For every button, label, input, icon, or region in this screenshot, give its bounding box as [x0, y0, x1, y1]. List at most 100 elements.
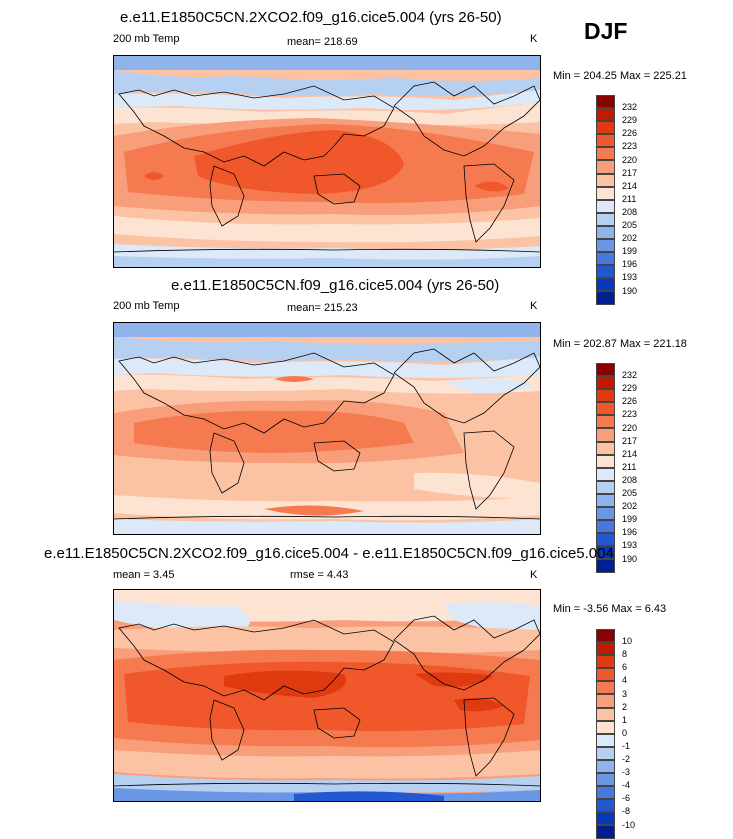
colorbar-tick-label: 214: [622, 180, 638, 191]
panel-2-units: K: [530, 300, 538, 312]
colorbar-swatch: [596, 668, 615, 682]
colorbar-swatch: [596, 186, 615, 200]
colorbar-tick-label: 199: [622, 514, 638, 525]
colorbar-swatch: [596, 265, 615, 279]
colorbar-tick-label: 0: [622, 727, 628, 738]
colorbar-swatch: [596, 108, 615, 122]
colorbar-swatch: [596, 681, 615, 695]
panel-1-title: e.e11.E1850C5CN.2XCO2.f09_g16.cice5.004 …: [120, 9, 502, 26]
colorbar-swatch: [596, 95, 615, 109]
colorbar-swatch: [596, 655, 615, 669]
colorbar-swatch: [596, 507, 615, 521]
colorbar-tick-label: 223: [622, 409, 638, 420]
colorbar-swatch: [596, 428, 615, 442]
panel-3-colorbar: [596, 629, 615, 839]
panel-3-mean: mean = 3.45: [113, 569, 175, 581]
colorbar-swatch: [596, 291, 615, 305]
colorbar-tick-label: 217: [622, 435, 638, 446]
colorbar-tick-label: -2: [622, 754, 631, 764]
colorbar-tick-label: 193: [622, 272, 638, 283]
colorbar-tick-label: 190: [622, 285, 638, 296]
colorbar-swatch: [596, 441, 615, 455]
colorbar-swatch: [596, 454, 615, 468]
colorbar-swatch: [596, 376, 615, 390]
panel-3-rmse: rmse = 4.43: [290, 569, 349, 581]
panel-3-map: [113, 589, 541, 802]
colorbar-swatch: [596, 773, 615, 787]
colorbar-tick-label: 229: [622, 383, 638, 394]
colorbar-swatch: [596, 121, 615, 135]
panel-1-mean: mean= 218.69: [287, 36, 358, 48]
colorbar-swatch: [596, 559, 615, 573]
colorbar-tick-label: 3: [622, 688, 628, 699]
colorbar-tick-label: 6: [622, 662, 628, 673]
colorbar-tick-label: 196: [622, 527, 638, 538]
colorbar-tick-label: 196: [622, 259, 638, 270]
colorbar-swatch: [596, 467, 615, 481]
panel-1-minmax: Min = 204.25 Max = 225.21: [553, 70, 687, 82]
colorbar-tick-label: 199: [622, 246, 638, 257]
colorbar-swatch: [596, 134, 615, 148]
colorbar-tick-label: 1: [622, 714, 628, 725]
colorbar-tick-label: 208: [622, 474, 638, 485]
colorbar-tick-label: 10: [622, 636, 633, 647]
colorbar-tick-label: 232: [622, 370, 638, 381]
panel-2-mean: mean= 215.23: [287, 302, 358, 314]
colorbar-tick-label: 202: [622, 233, 638, 244]
colorbar-swatch: [596, 402, 615, 416]
colorbar-swatch: [596, 199, 615, 213]
colorbar-swatch: [596, 746, 615, 760]
colorbar-tick-label: -4: [622, 780, 631, 791]
colorbar-swatch: [596, 225, 615, 240]
colorbar-swatch: [596, 173, 615, 187]
colorbar-tick-label: 193: [622, 540, 638, 551]
colorbar-swatch: [596, 546, 615, 560]
panel-3-minmax: Min = -3.56 Max = 6.43: [553, 603, 667, 615]
colorbar-tick-label: 205: [622, 488, 638, 498]
panel-2-variable: 200 mb Temp: [113, 300, 180, 312]
colorbar-tick-label: 232: [622, 102, 638, 113]
colorbar-swatch: [596, 480, 615, 494]
panel-2-map: [113, 322, 541, 535]
colorbar-swatch: [596, 493, 615, 508]
season-label: DJF: [584, 18, 628, 44]
colorbar-swatch: [596, 363, 615, 377]
colorbar-swatch: [596, 389, 615, 403]
colorbar-swatch: [596, 786, 615, 800]
colorbar-swatch: [596, 759, 615, 774]
panel-2-title: e.e11.E1850C5CN.f09_g16.cice5.004 (yrs 2…: [171, 277, 500, 294]
panel-1-contour-field: [114, 56, 540, 267]
colorbar-tick-label: 2: [622, 701, 628, 712]
colorbar-swatch: [596, 629, 615, 643]
panel-2-minmax: Min = 202.87 Max = 221.18: [553, 338, 687, 350]
colorbar-swatch: [596, 812, 615, 826]
colorbar-tick-label: -6: [622, 793, 631, 804]
colorbar-swatch: [596, 707, 615, 721]
colorbar-swatch: [596, 147, 615, 161]
colorbar-tick-label: 8: [622, 649, 628, 660]
colorbar-swatch: [596, 278, 615, 292]
colorbar-swatch: [596, 212, 615, 226]
colorbar-tick-label: 226: [622, 128, 638, 139]
colorbar-tick-label: 229: [622, 115, 638, 126]
colorbar-tick-label: 220: [622, 422, 638, 433]
colorbar-tick-label: 211: [622, 461, 637, 472]
panel-2-colorbar: [596, 363, 615, 573]
colorbar-swatch: [596, 642, 615, 656]
colorbar-tick-label: 190: [622, 553, 638, 564]
colorbar-tick-label: 211: [622, 193, 637, 204]
colorbar-swatch: [596, 825, 615, 839]
colorbar-tick-label: 223: [622, 141, 638, 152]
colorbar-swatch: [596, 252, 615, 266]
colorbar-swatch: [596, 160, 615, 174]
panel-1-units: K: [530, 33, 538, 45]
colorbar-tick-label: 226: [622, 396, 638, 407]
colorbar-swatch: [596, 694, 615, 708]
panel-2-contour-field: [114, 323, 540, 534]
panel-3-units: K: [530, 569, 538, 581]
panel-3-title: e.e11.E1850C5CN.2XCO2.f09_g16.cice5.004 …: [44, 545, 614, 562]
colorbar-tick-label: 205: [622, 220, 638, 230]
colorbar-tick-label: -3: [622, 767, 631, 778]
colorbar-tick-label: 4: [622, 675, 628, 686]
colorbar-swatch: [596, 533, 615, 547]
